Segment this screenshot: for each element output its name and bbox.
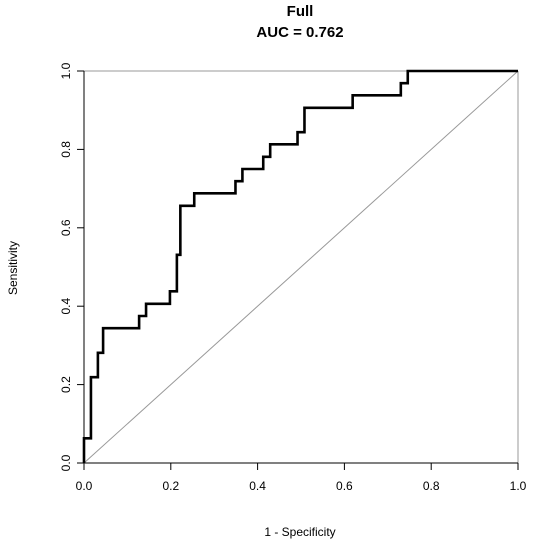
- y-axis-ticks: 0.0 0.2 0.4 0.6 0.8 1.0: [59, 62, 84, 471]
- x-tick-label: 0.8: [423, 479, 440, 493]
- y-tick-label: 0.0: [59, 454, 73, 471]
- chart-subtitle: AUC = 0.762: [256, 24, 343, 41]
- x-tick-label: 0.4: [249, 479, 266, 493]
- roc-curve: [82, 69, 518, 463]
- y-tick-label: 0.8: [59, 141, 73, 158]
- y-axis-label: Sensitivity: [6, 241, 20, 295]
- x-tick-label: 0.6: [336, 479, 353, 493]
- y-tick-label: 0.6: [59, 219, 73, 236]
- x-tick-label: 1.0: [510, 479, 527, 493]
- y-tick-label: 1.0: [59, 62, 73, 79]
- x-tick-label: 0.2: [162, 479, 179, 493]
- x-axis-ticks: 0.0 0.2 0.4 0.6 0.8 1.0: [76, 463, 527, 493]
- x-axis-label: 1 - Specificity: [264, 525, 335, 539]
- x-tick-label: 0.0: [76, 479, 93, 493]
- y-tick-label: 0.4: [59, 298, 73, 315]
- reference-diagonal-line: [83, 70, 519, 464]
- chart-title: Full: [287, 3, 314, 20]
- y-tick-label: 0.2: [59, 376, 73, 393]
